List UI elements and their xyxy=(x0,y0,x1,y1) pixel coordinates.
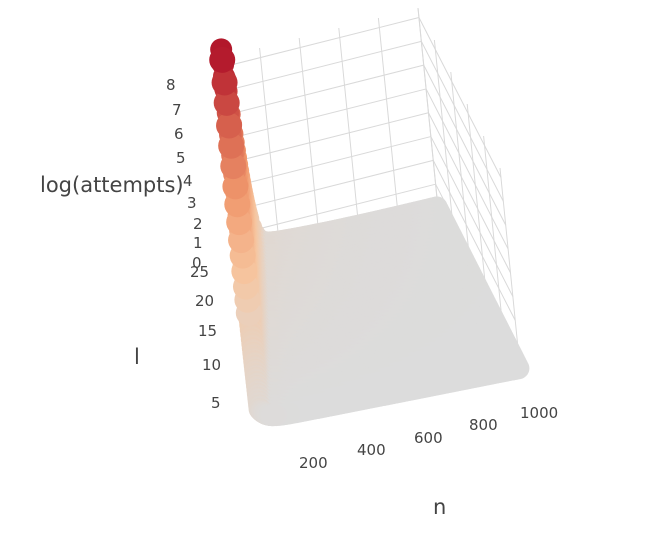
grid-line xyxy=(423,64,507,226)
grid-line xyxy=(417,7,439,209)
grid-line xyxy=(230,112,429,164)
grid-line xyxy=(425,88,509,250)
grid-line xyxy=(432,160,516,321)
grid-line xyxy=(220,17,420,69)
grid-line xyxy=(420,41,504,202)
grid-line xyxy=(225,64,424,116)
grid-line xyxy=(237,183,436,235)
grid-line xyxy=(430,136,514,297)
grid-line xyxy=(428,112,511,273)
grid-line xyxy=(232,136,431,188)
grid-line xyxy=(235,159,434,211)
data-surface xyxy=(210,38,530,427)
grid-line xyxy=(227,88,427,140)
grid-line xyxy=(223,40,422,92)
grid-line xyxy=(418,17,502,178)
